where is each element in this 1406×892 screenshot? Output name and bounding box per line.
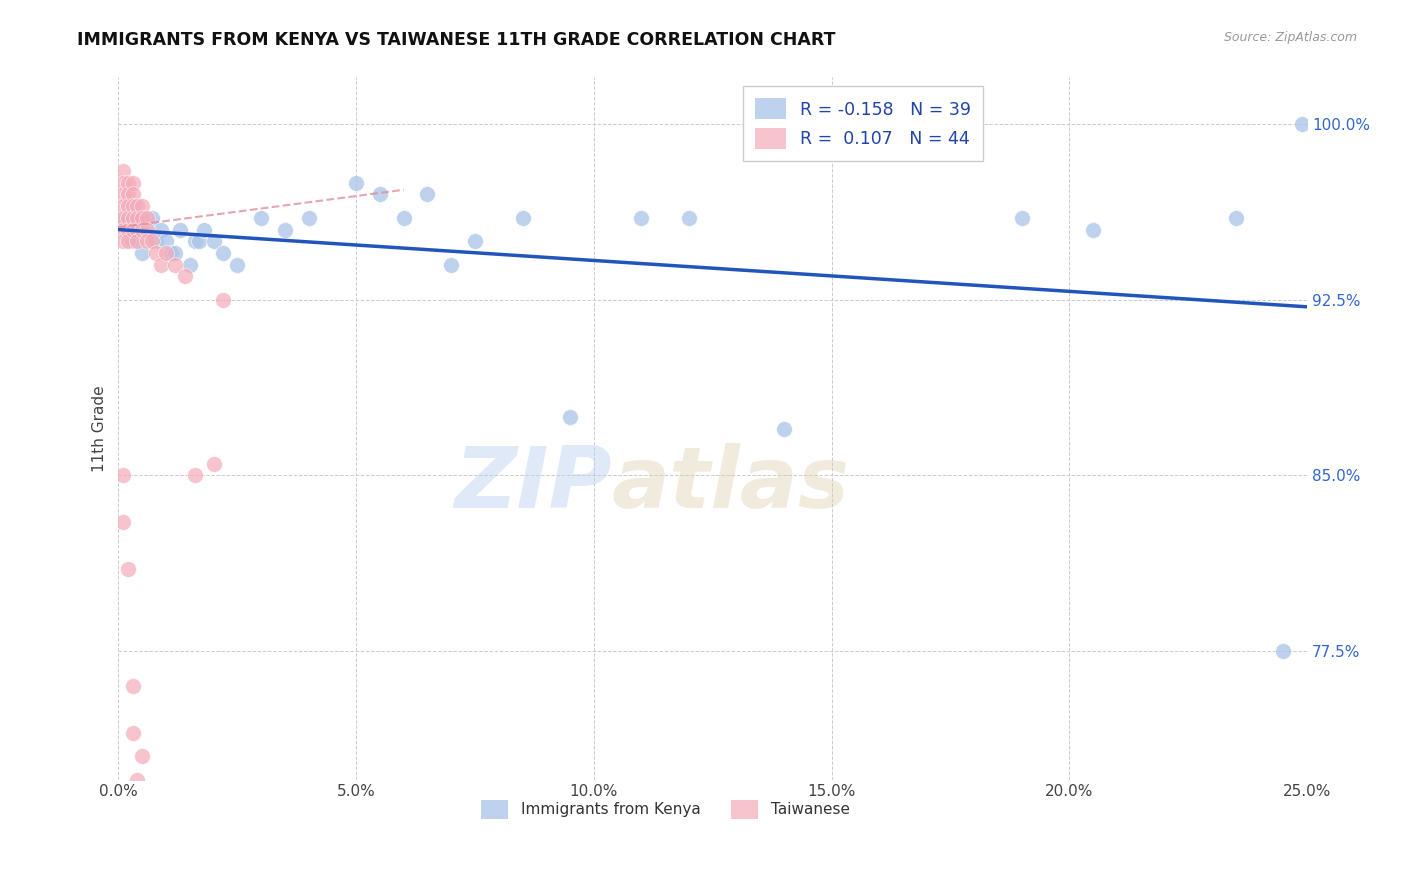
Point: [117, 234, 139, 248]
Point: [1011, 211, 1033, 225]
Point: [630, 211, 652, 225]
Text: IMMIGRANTS FROM KENYA VS TAIWANESE 11TH GRADE CORRELATION CHART: IMMIGRANTS FROM KENYA VS TAIWANESE 11TH …: [77, 31, 835, 49]
Point: [136, 222, 159, 236]
Point: [773, 421, 796, 435]
Point: [440, 258, 463, 272]
Point: [121, 679, 143, 693]
Point: [127, 234, 149, 248]
Point: [117, 562, 139, 576]
Point: [678, 211, 700, 225]
Point: [226, 258, 249, 272]
Point: [117, 222, 139, 236]
Point: [136, 211, 159, 225]
Point: [188, 234, 211, 248]
Point: [131, 749, 153, 764]
Point: [174, 269, 197, 284]
Point: [141, 211, 163, 225]
Point: [150, 222, 173, 236]
Point: [112, 234, 135, 248]
Point: [136, 234, 159, 248]
Point: [1081, 222, 1104, 236]
Point: [131, 246, 153, 260]
Text: atlas: atlas: [612, 443, 849, 526]
Point: [169, 222, 191, 236]
Point: [127, 222, 149, 236]
Point: [121, 199, 143, 213]
Point: [121, 726, 143, 740]
Point: [117, 211, 139, 225]
Point: [416, 187, 439, 202]
Point: [464, 234, 486, 248]
Point: [274, 222, 297, 236]
Point: [141, 234, 163, 248]
Point: [112, 468, 135, 483]
Point: [127, 211, 149, 225]
Point: [558, 409, 581, 424]
Point: [136, 222, 159, 236]
Point: [179, 258, 201, 272]
Point: [117, 222, 139, 236]
Point: [392, 211, 415, 225]
Point: [155, 234, 177, 248]
Text: ZIP: ZIP: [454, 443, 612, 526]
Point: [117, 199, 139, 213]
Text: Source: ZipAtlas.com: Source: ZipAtlas.com: [1223, 31, 1357, 45]
Point: [1291, 117, 1313, 131]
Point: [150, 258, 173, 272]
Point: [298, 211, 321, 225]
Legend: Immigrants from Kenya, Taiwanese: Immigrants from Kenya, Taiwanese: [475, 794, 856, 824]
Point: [121, 211, 143, 225]
Point: [127, 211, 149, 225]
Point: [112, 187, 135, 202]
Point: [183, 468, 205, 483]
Point: [250, 211, 273, 225]
Point: [131, 222, 153, 236]
Point: [512, 211, 534, 225]
Point: [193, 222, 215, 236]
Point: [112, 222, 135, 236]
Point: [1272, 644, 1295, 658]
Point: [145, 234, 167, 248]
Point: [127, 199, 149, 213]
Point: [121, 187, 143, 202]
Point: [1225, 211, 1247, 225]
Point: [202, 457, 225, 471]
Point: [183, 234, 205, 248]
Point: [121, 176, 143, 190]
Point: [117, 187, 139, 202]
Point: [131, 199, 153, 213]
Point: [344, 176, 367, 190]
Point: [131, 211, 153, 225]
Point: [112, 211, 135, 225]
Point: [121, 234, 143, 248]
Point: [145, 246, 167, 260]
Point: [155, 246, 177, 260]
Point: [165, 246, 187, 260]
Point: [202, 234, 225, 248]
Point: [112, 211, 135, 225]
Point: [212, 246, 235, 260]
Point: [368, 187, 391, 202]
Point: [212, 293, 235, 307]
Point: [112, 515, 135, 529]
Point: [117, 176, 139, 190]
Y-axis label: 11th Grade: 11th Grade: [93, 385, 107, 472]
Point: [159, 246, 181, 260]
Point: [112, 176, 135, 190]
Point: [112, 164, 135, 178]
Point: [165, 258, 187, 272]
Point: [112, 199, 135, 213]
Point: [121, 222, 143, 236]
Point: [127, 772, 149, 787]
